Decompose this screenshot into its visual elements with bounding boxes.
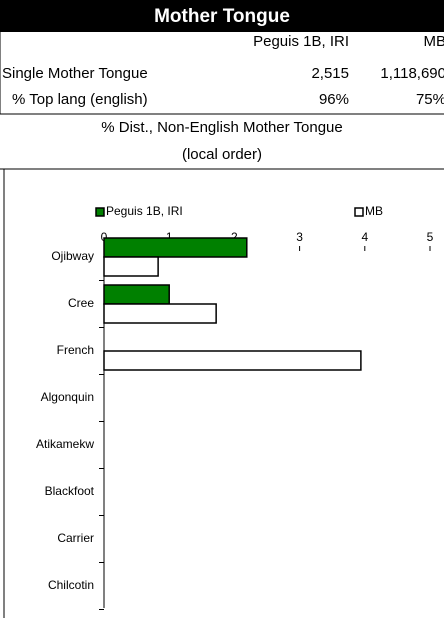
row-label: % Top lang (english) [12,91,148,108]
y-tick-label: Carrier [57,531,94,545]
y-tick-label: French [57,343,94,357]
cell: 96% [319,91,349,108]
column-header: MB [424,33,444,50]
legend-label: Peguis 1B, IRI [106,204,183,218]
legend-label: MB [365,204,383,218]
bar [103,237,248,258]
y-tick-label: Ojibway [51,249,94,263]
y-tick-label: Cree [68,296,94,310]
bar [103,256,159,277]
row-label: Single Mother Tongue [2,65,148,82]
cell: 75% [416,91,444,108]
cell: 2,515 [311,65,349,82]
legend-swatch [95,207,105,217]
y-tick-label: Algonquin [41,390,94,404]
title: Mother Tongue [154,6,290,27]
bar [103,284,170,305]
cell: 1,118,690 [380,65,444,82]
y-tick-label: Chilcotin [48,578,94,592]
chart-subtitle: (local order) [182,146,262,163]
x-tick-label: 3 [296,230,303,244]
legend-swatch [354,207,364,217]
title-bar [0,0,444,32]
x-tick-label: 0 [101,230,108,244]
bar [103,303,217,324]
chart-title: % Dist., Non-English Mother Tongue [101,119,343,136]
bar [103,350,362,371]
x-tick-label: 2 [231,230,238,244]
x-tick-label: 5 [427,230,434,244]
y-tick-label: Atikamekw [36,437,94,451]
x-tick-label: 1 [166,230,173,244]
column-header: Peguis 1B, IRI [253,33,349,50]
y-tick-label: Blackfoot [45,484,95,498]
x-tick-label: 4 [361,230,368,244]
